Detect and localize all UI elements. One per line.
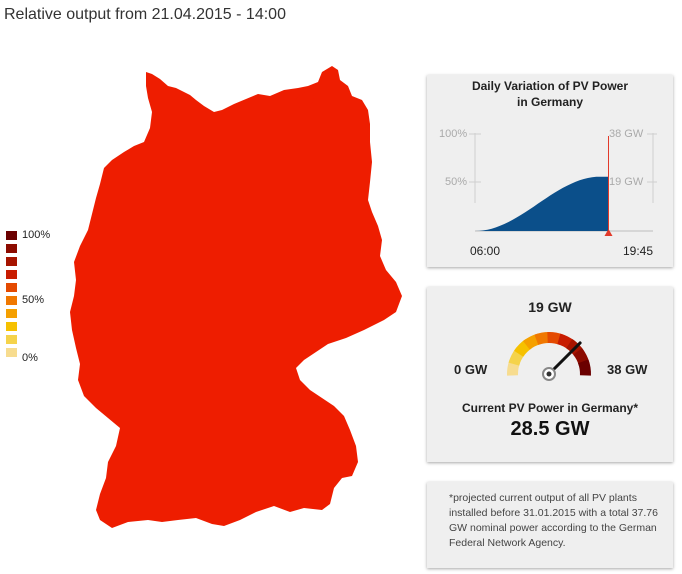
legend-swatch [6,270,17,279]
pv-power-area [475,176,609,231]
gauge-min-label: 0 GW [454,362,488,377]
gauge-card: 19 GW 0 GW 38 GW Current PV Power in Ger… [427,287,673,462]
footnote-card: *projected current output of all PV plan… [427,482,673,568]
legend-swatch [6,244,17,253]
legend-swatch [6,335,17,344]
gauge-caption: Current PV Power in Germany* [461,401,639,415]
gauge-mid-label: 19 GW [528,299,572,315]
left-tick-100-label: 100% [439,128,468,140]
gauge-needle [547,341,582,376]
legend-label-1: 50% [22,294,45,306]
legend-swatch [6,231,17,240]
left-tick-50-label: 50% [445,176,468,188]
gauge-segment [534,332,551,345]
daily-chart-title-line1: Daily Variation of PV Power [471,79,629,93]
gauge-value: 28.5 GW [510,418,590,440]
legend-swatch [6,296,17,305]
germany-map-shape [70,66,402,528]
legend-swatch [6,348,17,357]
page-title: Relative output from 21.04.2015 - 14:00 [4,6,286,23]
start-time-label: 06:00 [470,244,501,258]
legend-swatch [6,322,17,331]
daily-chart-title-line2: in Germany [516,95,584,109]
germany-map [70,66,402,528]
daily-variation-card: Daily Variation of PV Power in Germany 1… [427,75,673,267]
daily-curve-chart [469,133,657,236]
current-time-triangle [604,229,613,236]
gauge-hub-center [546,371,552,377]
pv-power-gauge [507,332,591,381]
right-tick-38-label: 38 GW [609,128,644,140]
legend-swatch [6,283,17,292]
end-time-label: 19:45 [623,244,654,258]
gauge-segment [578,359,591,376]
right-tick-19-label: 19 GW [609,176,644,188]
legend-label-2: 0% [22,352,38,364]
legend-label-0: 100% [22,229,51,241]
daily-chart-title: Daily Variation of PV Power in Germany [427,78,673,110]
map-island-east [296,92,314,108]
legend-swatch [6,257,17,266]
gauge-max-label: 38 GW [607,362,648,377]
footnote-text: *projected current output of all PV plan… [449,492,658,549]
legend-swatch [6,309,17,318]
